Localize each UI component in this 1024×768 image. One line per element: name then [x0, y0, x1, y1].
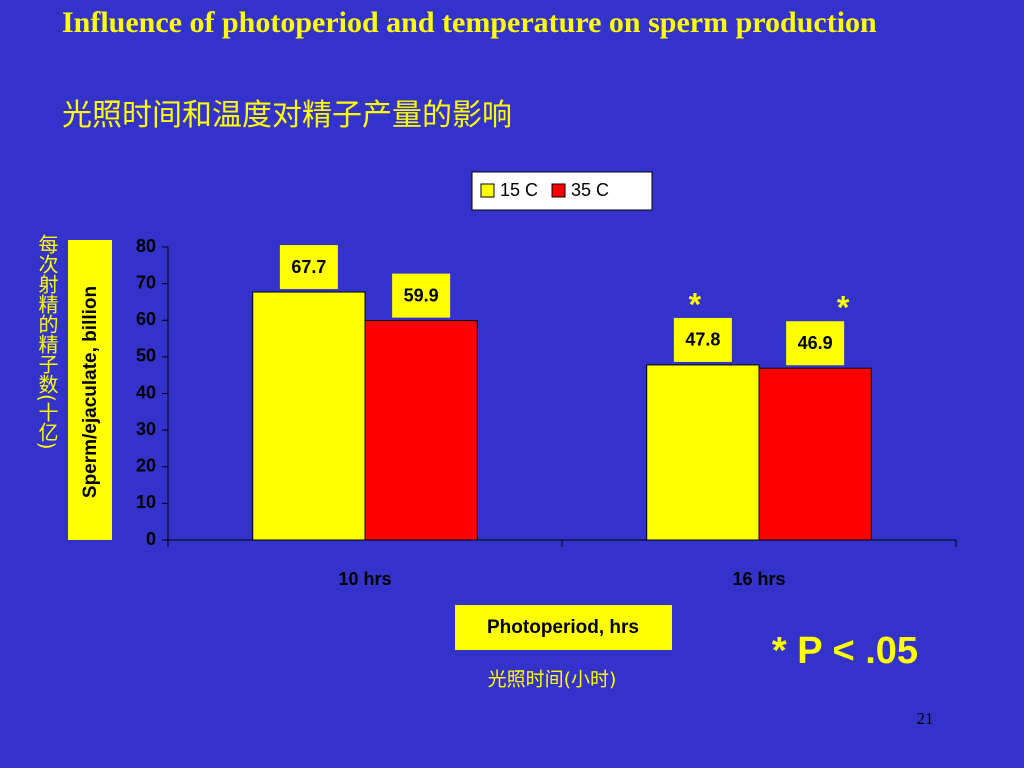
x-tick-label: 10 hrs	[338, 569, 391, 589]
value-label-box	[279, 245, 338, 290]
y-tick-label: 50	[136, 346, 156, 366]
legend-label: 35 C	[571, 180, 609, 200]
value-label-box	[786, 321, 845, 366]
significance-mark: *	[689, 286, 702, 322]
x-axis-label-cn: 光照时间(小时)	[488, 669, 617, 691]
y-tick-label: 60	[136, 309, 156, 329]
value-label: 67.7	[291, 257, 326, 277]
bar	[252, 291, 366, 541]
value-label-box	[673, 317, 732, 362]
subtitle: 光照时间和温度对精子产量的影响	[62, 98, 512, 133]
x-tick-label: 16 hrs	[732, 569, 785, 589]
significance-mark: *	[837, 290, 850, 326]
legend-swatch	[480, 183, 495, 198]
x-label-box	[455, 605, 672, 650]
y-tick-label: 80	[136, 236, 156, 256]
y-tick-label: 30	[136, 419, 156, 439]
y-tick-label: 10	[136, 492, 156, 512]
slide-number: 21	[917, 709, 934, 728]
value-label: 59.9	[404, 285, 439, 305]
bar	[646, 364, 760, 541]
value-label: 46.9	[798, 333, 833, 353]
legend-swatch	[551, 183, 566, 198]
legend-label: 15 C	[500, 180, 538, 200]
annotation: * P < .05	[772, 630, 918, 672]
y-tick-label: 70	[136, 272, 156, 292]
title: Influence of photoperiod and temperature…	[62, 6, 877, 39]
y-axis-label-cn: 每次射精的精子数(十亿)	[35, 234, 59, 450]
y-tick-label: 20	[136, 456, 156, 476]
bar	[364, 320, 478, 541]
value-label: 47.8	[685, 330, 720, 350]
x-axis-label: Photoperiod, hrs	[487, 617, 639, 638]
bar	[758, 367, 872, 541]
y-axis-label: Sperm/ejaculate, billion	[80, 286, 101, 498]
y-label-box	[68, 240, 112, 540]
value-label-box	[392, 273, 451, 318]
y-tick-label: 0	[146, 529, 156, 549]
y-tick-label: 40	[136, 382, 156, 402]
